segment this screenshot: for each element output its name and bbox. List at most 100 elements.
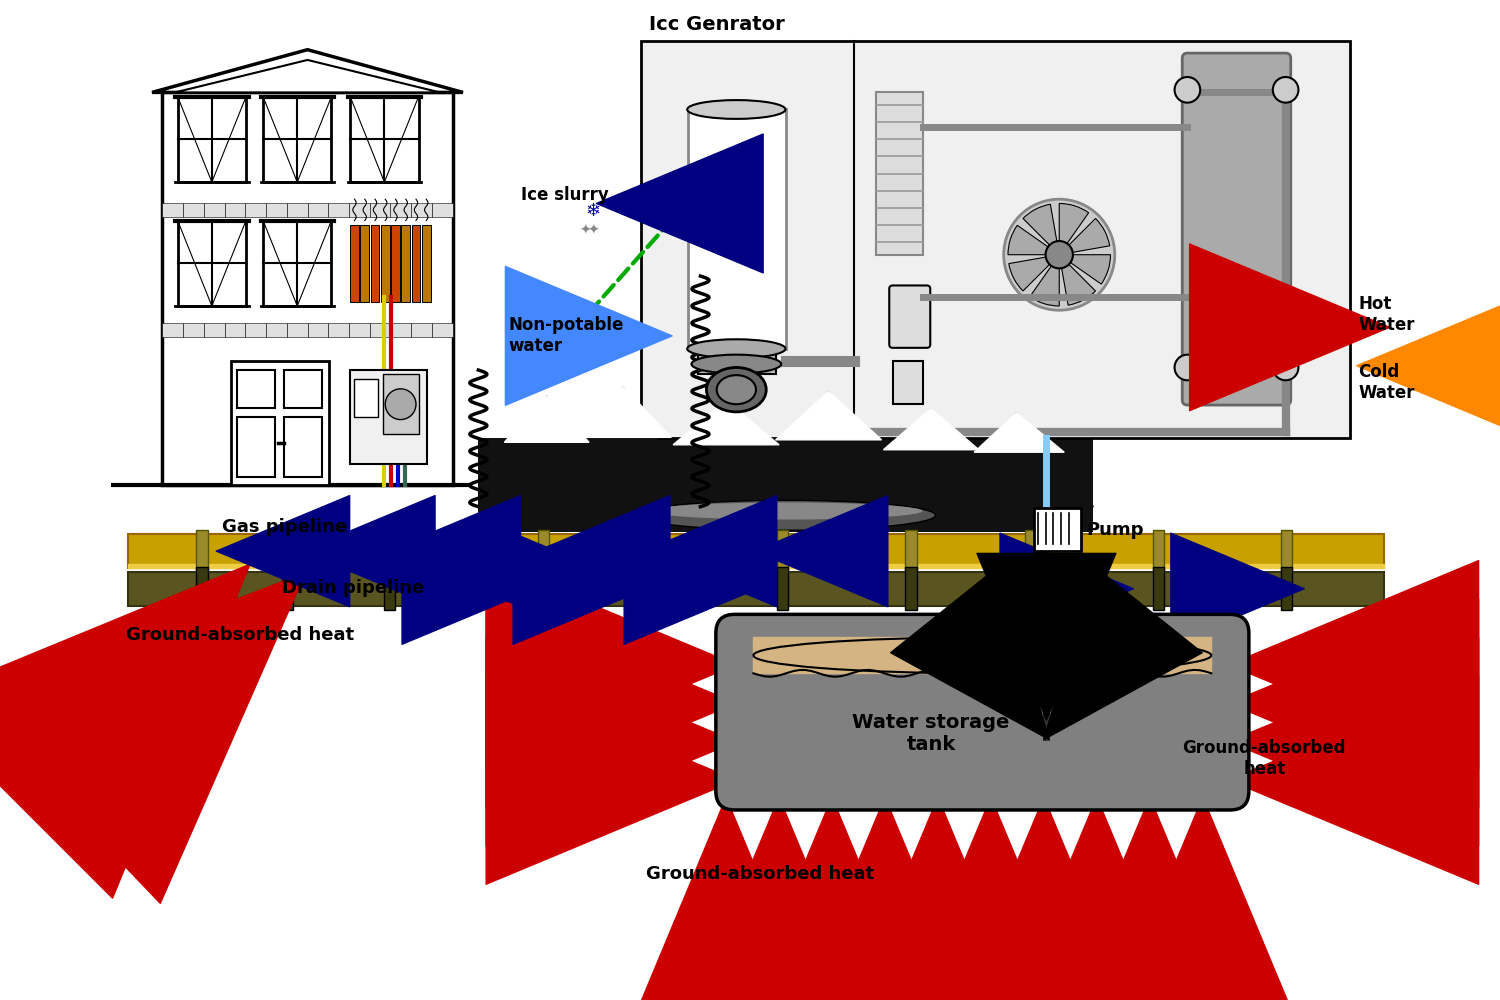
Wedge shape bbox=[1010, 255, 1059, 291]
Polygon shape bbox=[674, 400, 778, 445]
Bar bbox=[328, 323, 350, 337]
Text: Drain pipeline: Drain pipeline bbox=[282, 579, 424, 597]
Polygon shape bbox=[948, 413, 1094, 507]
Text: Icc Genrator: Icc Genrator bbox=[650, 15, 784, 34]
Bar bbox=[196, 567, 207, 610]
Ellipse shape bbox=[706, 367, 766, 412]
Bar bbox=[483, 572, 1384, 606]
Bar bbox=[246, 323, 266, 337]
Bar bbox=[284, 417, 322, 477]
Circle shape bbox=[1274, 77, 1299, 103]
Bar bbox=[350, 370, 427, 464]
Ellipse shape bbox=[717, 375, 756, 404]
Bar bbox=[350, 225, 358, 302]
Polygon shape bbox=[546, 387, 700, 507]
Bar bbox=[687, 109, 786, 349]
Bar bbox=[538, 530, 549, 572]
Bar bbox=[284, 370, 322, 408]
Text: Ice slurry: Ice slurry bbox=[520, 186, 609, 204]
FancyBboxPatch shape bbox=[1182, 53, 1290, 405]
Bar bbox=[369, 203, 390, 217]
Bar bbox=[432, 323, 453, 337]
Text: Non-potable
water: Non-potable water bbox=[509, 316, 624, 355]
Ellipse shape bbox=[650, 502, 922, 520]
Circle shape bbox=[1174, 77, 1200, 103]
Bar bbox=[354, 379, 378, 417]
Bar bbox=[231, 361, 328, 485]
Text: Ground-absorbed
heat: Ground-absorbed heat bbox=[1182, 739, 1346, 778]
Polygon shape bbox=[176, 60, 440, 92]
Bar bbox=[286, 203, 308, 217]
Text: ✦: ✦ bbox=[588, 224, 600, 238]
Bar bbox=[162, 203, 183, 217]
Bar bbox=[402, 225, 410, 302]
Bar bbox=[1281, 530, 1293, 572]
Bar bbox=[237, 370, 274, 408]
Bar bbox=[225, 323, 246, 337]
Wedge shape bbox=[1059, 218, 1110, 255]
Bar bbox=[777, 567, 789, 610]
Polygon shape bbox=[742, 391, 914, 507]
Bar bbox=[162, 323, 183, 337]
Bar bbox=[177, 221, 246, 306]
Bar bbox=[162, 92, 453, 485]
Wedge shape bbox=[1059, 255, 1095, 305]
Bar bbox=[128, 534, 469, 568]
Ellipse shape bbox=[687, 339, 786, 358]
FancyBboxPatch shape bbox=[890, 285, 930, 348]
Polygon shape bbox=[484, 471, 501, 508]
Text: Pump: Pump bbox=[1086, 521, 1144, 539]
Bar bbox=[876, 92, 922, 255]
Bar bbox=[128, 572, 469, 606]
Bar bbox=[538, 567, 549, 610]
Bar bbox=[1024, 567, 1036, 610]
Circle shape bbox=[1174, 355, 1200, 380]
Polygon shape bbox=[776, 391, 882, 440]
Bar bbox=[411, 225, 420, 302]
Polygon shape bbox=[853, 408, 1008, 507]
Polygon shape bbox=[884, 408, 980, 450]
Polygon shape bbox=[496, 471, 513, 508]
Bar bbox=[446, 530, 456, 615]
Bar bbox=[1024, 530, 1036, 572]
Polygon shape bbox=[504, 396, 590, 442]
Bar bbox=[350, 203, 369, 217]
Wedge shape bbox=[1059, 255, 1110, 284]
Bar bbox=[204, 323, 225, 337]
Ellipse shape bbox=[636, 500, 936, 530]
Bar bbox=[196, 530, 207, 572]
Bar bbox=[662, 212, 687, 226]
Polygon shape bbox=[1047, 471, 1062, 508]
Polygon shape bbox=[478, 438, 1094, 532]
Bar bbox=[390, 203, 411, 217]
Bar bbox=[392, 225, 400, 302]
Ellipse shape bbox=[687, 100, 786, 119]
Polygon shape bbox=[152, 50, 464, 92]
Bar bbox=[328, 203, 350, 217]
Text: Cold
Water: Cold Water bbox=[1358, 363, 1414, 402]
Bar bbox=[350, 97, 418, 182]
Bar bbox=[204, 203, 225, 217]
Polygon shape bbox=[576, 387, 670, 437]
Bar bbox=[698, 349, 776, 374]
Wedge shape bbox=[1023, 204, 1059, 255]
Polygon shape bbox=[974, 413, 1064, 452]
Bar bbox=[1034, 508, 1080, 551]
Bar bbox=[483, 534, 1384, 568]
Bar bbox=[384, 567, 396, 610]
Bar bbox=[382, 374, 418, 434]
Bar bbox=[225, 203, 246, 217]
Text: Hot
Water: Hot Water bbox=[1358, 295, 1414, 334]
Text: Gas pipeline: Gas pipeline bbox=[222, 518, 346, 536]
Polygon shape bbox=[1059, 471, 1074, 508]
Bar bbox=[390, 323, 411, 337]
Bar bbox=[183, 203, 204, 217]
Text: ❄: ❄ bbox=[585, 202, 600, 220]
Circle shape bbox=[386, 389, 416, 420]
Ellipse shape bbox=[692, 355, 782, 373]
Bar bbox=[282, 530, 292, 572]
Bar bbox=[1154, 567, 1164, 610]
Bar bbox=[262, 221, 332, 306]
Bar bbox=[411, 203, 432, 217]
Bar bbox=[777, 530, 789, 572]
